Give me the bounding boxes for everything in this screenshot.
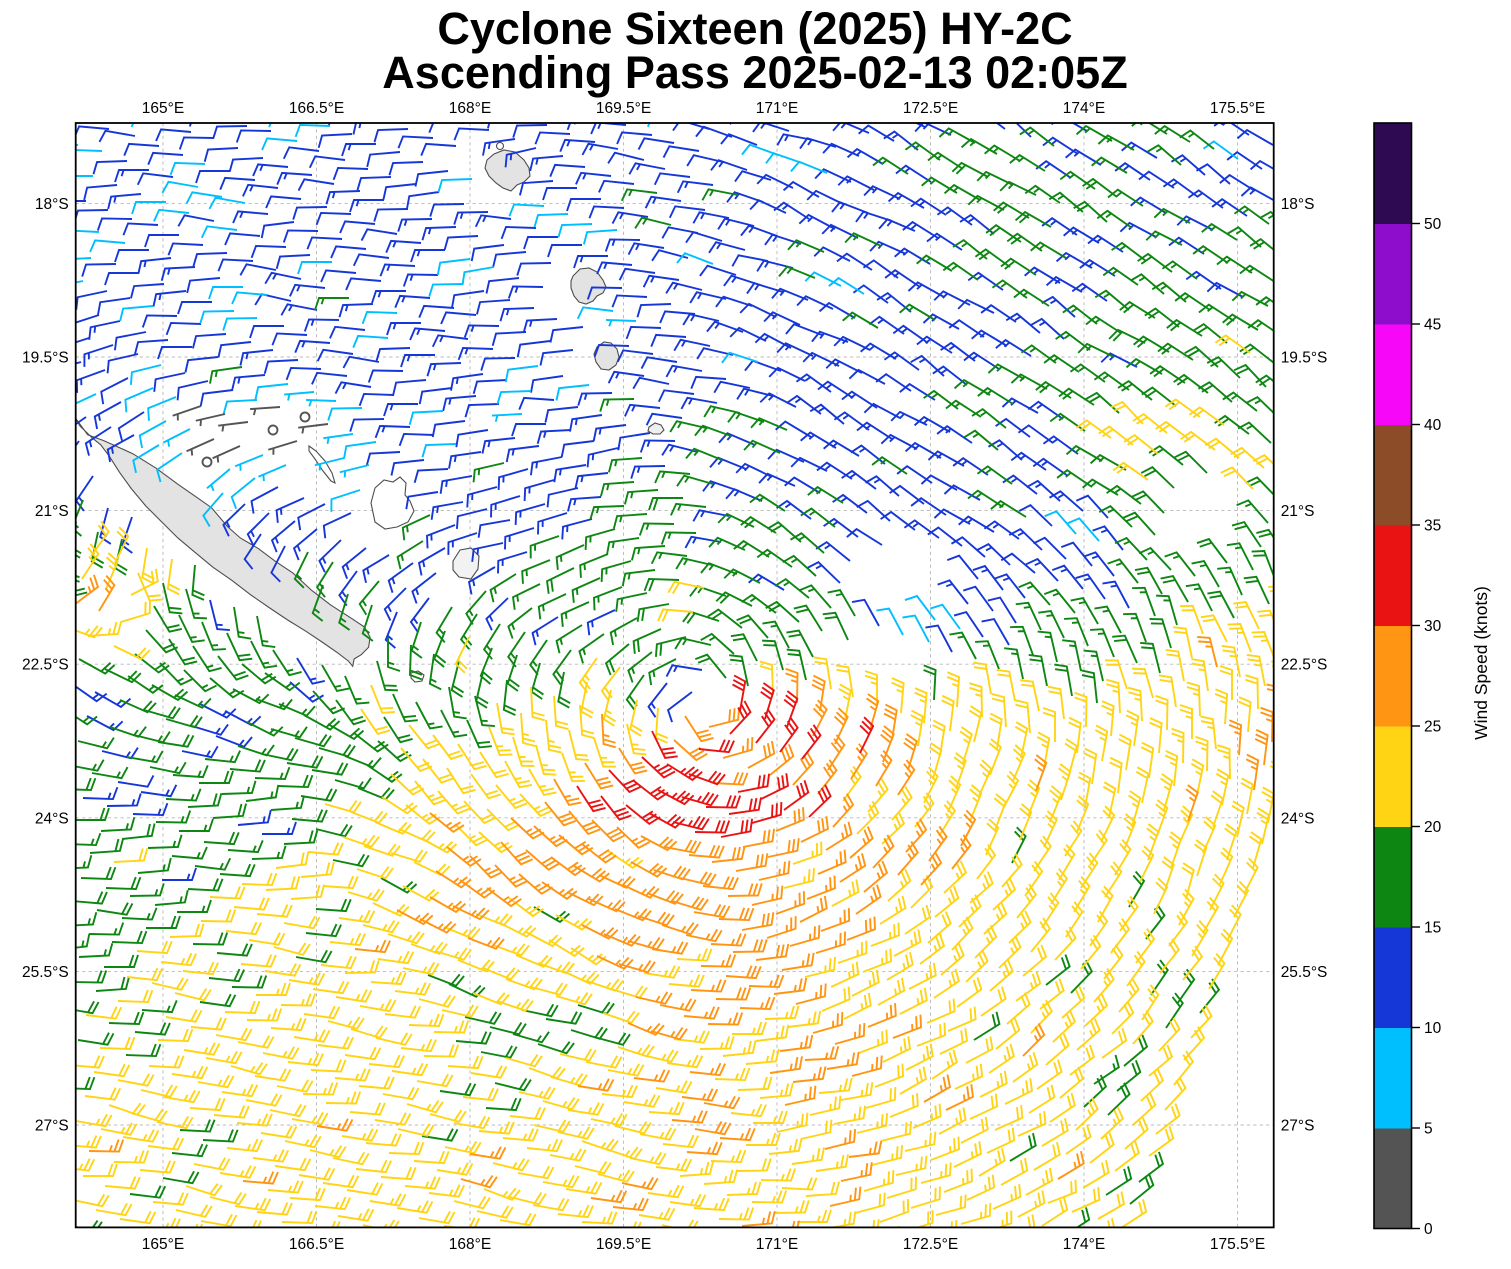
svg-text:50: 50 [1424, 216, 1442, 233]
svg-text:174°E: 174°E [1063, 100, 1105, 117]
svg-text:165°E: 165°E [142, 100, 184, 117]
svg-text:171°E: 171°E [756, 100, 798, 117]
svg-text:25.5°S: 25.5°S [1281, 964, 1328, 981]
svg-text:Ascending Pass 2025-02-13 02:0: Ascending Pass 2025-02-13 02:05Z [382, 47, 1127, 98]
svg-text:168°E: 168°E [449, 100, 491, 117]
svg-text:30: 30 [1424, 618, 1442, 635]
svg-text:19.5°S: 19.5°S [1281, 350, 1328, 367]
svg-text:169.5°E: 169.5°E [596, 100, 651, 117]
svg-text:Wind Speed (knots): Wind Speed (knots) [1471, 586, 1491, 740]
svg-text:18°S: 18°S [35, 196, 69, 213]
svg-text:172.5°E: 172.5°E [903, 1236, 958, 1253]
svg-text:20: 20 [1424, 819, 1442, 836]
svg-text:171°E: 171°E [756, 1236, 798, 1253]
svg-text:19.5°S: 19.5°S [22, 350, 69, 367]
svg-text:166.5°E: 166.5°E [289, 1236, 344, 1253]
svg-text:174°E: 174°E [1063, 1236, 1105, 1253]
svg-text:172.5°E: 172.5°E [903, 100, 958, 117]
svg-text:45: 45 [1424, 317, 1441, 334]
svg-text:22.5°S: 22.5°S [1281, 657, 1328, 674]
svg-text:166.5°E: 166.5°E [289, 100, 344, 117]
svg-text:10: 10 [1424, 1020, 1442, 1037]
svg-text:175.5°E: 175.5°E [1210, 100, 1265, 117]
svg-text:25.5°S: 25.5°S [22, 964, 69, 981]
svg-text:24°S: 24°S [1281, 810, 1315, 827]
svg-text:5: 5 [1424, 1121, 1433, 1138]
svg-text:0: 0 [1424, 1221, 1433, 1238]
svg-text:24°S: 24°S [35, 810, 69, 827]
svg-text:22.5°S: 22.5°S [22, 657, 69, 674]
svg-text:27°S: 27°S [35, 1118, 69, 1135]
svg-text:Cyclone Sixteen (2025) HY-2C: Cyclone Sixteen (2025) HY-2C [437, 3, 1072, 54]
svg-text:25: 25 [1424, 719, 1441, 736]
svg-text:27°S: 27°S [1281, 1118, 1315, 1135]
svg-text:21°S: 21°S [35, 503, 69, 520]
svg-text:15: 15 [1424, 920, 1441, 937]
svg-text:165°E: 165°E [142, 1236, 184, 1253]
svg-text:169.5°E: 169.5°E [596, 1236, 651, 1253]
svg-text:168°E: 168°E [449, 1236, 491, 1253]
svg-text:35: 35 [1424, 518, 1441, 535]
svg-text:40: 40 [1424, 417, 1442, 434]
svg-text:175.5°E: 175.5°E [1210, 1236, 1265, 1253]
svg-text:21°S: 21°S [1281, 503, 1315, 520]
svg-text:18°S: 18°S [1281, 196, 1315, 213]
